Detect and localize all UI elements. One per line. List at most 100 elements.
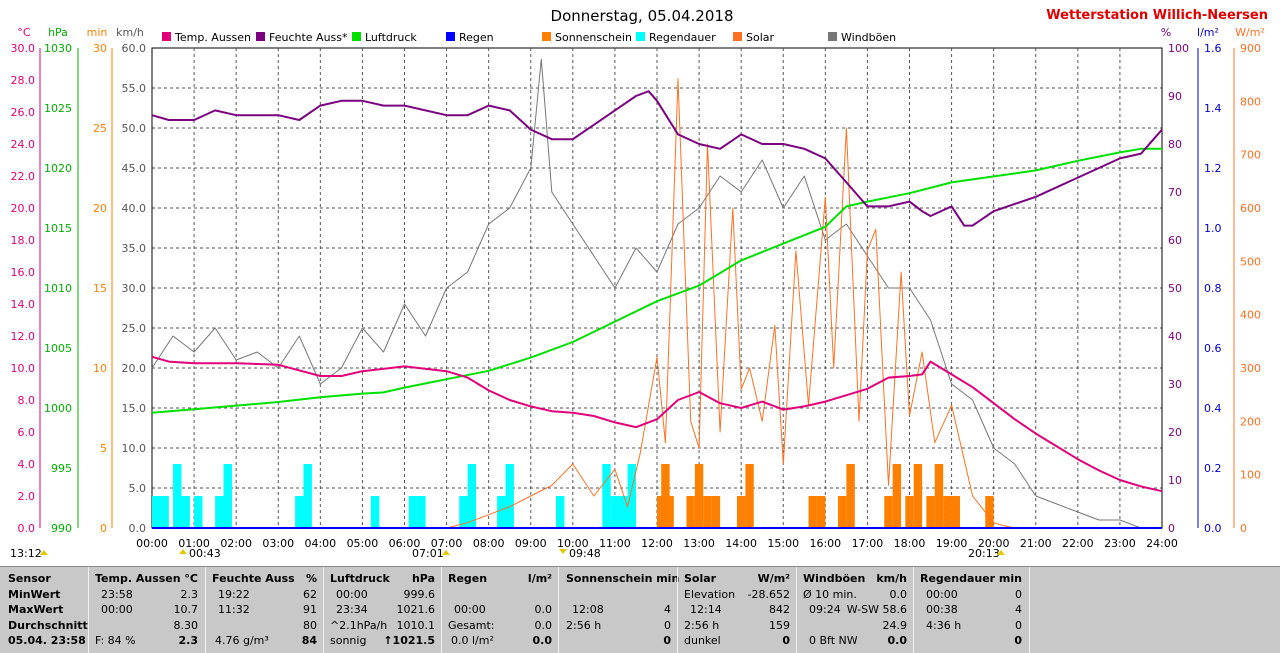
- regendauer-max-time: 00:38: [926, 603, 958, 616]
- x-tick-label: 18:00: [894, 537, 926, 550]
- bar-sonnenschein: [808, 496, 817, 528]
- regendauer-max-value: 4: [1015, 603, 1022, 616]
- chart-title: Donnerstag, 05.04.2018: [551, 7, 734, 25]
- sonne-current-value: 0: [663, 634, 671, 647]
- bar-regendauer: [408, 496, 418, 528]
- axis-unit-label: °C: [17, 26, 31, 39]
- solar-tick-label: 200: [1240, 415, 1261, 428]
- solar-duration: 2:56 h: [684, 618, 720, 632]
- x-tick-label: 09:00: [515, 537, 547, 550]
- x-tick-label: 00:00: [136, 537, 168, 550]
- solar-tick-label: 0: [1240, 522, 1247, 535]
- bar-regendauer: [173, 464, 182, 528]
- pressure-tick-label: 990: [51, 522, 72, 535]
- x-tick-label: 12:00: [641, 537, 673, 550]
- regendauer-header: Regendauer: [920, 572, 996, 585]
- temp-tick-label: 16.0: [11, 266, 36, 279]
- wind-avg10-label: Ø 10 min.: [803, 587, 857, 601]
- sonne-max-value: 4: [664, 603, 671, 616]
- legend-label: Temp. Aussen: [174, 31, 251, 44]
- sonnenschein-header: Sonnenschein min: [566, 572, 680, 585]
- luftdruck-max-time: 23:34: [336, 603, 368, 616]
- luftdruck-forecast: sonnig: [330, 634, 367, 647]
- maxwert-label: MaxWert: [8, 603, 64, 616]
- legend-swatch: [256, 32, 265, 41]
- temp-tick-label: 14.0: [11, 298, 36, 311]
- humidity-tick-label: 20: [1168, 426, 1182, 439]
- humidity-tick-label: 70: [1168, 186, 1182, 199]
- x-tick-label: 24:00: [1146, 537, 1178, 550]
- axis-unit-label: min: [87, 26, 108, 39]
- sensor-header: Sensor: [8, 572, 51, 585]
- regen-total-value: 0.0: [534, 618, 553, 632]
- wind-max-value: W-SW 58.6: [846, 603, 907, 616]
- rain-tick-label: 0.0: [1204, 522, 1222, 535]
- luftdruck-header: Luftdruck: [330, 572, 390, 585]
- solar-tick-label: 300: [1240, 362, 1261, 375]
- wind-tick-label: 5.0: [129, 482, 147, 495]
- temp-tick-label: 12.0: [11, 330, 36, 343]
- wind-avg-value: 24.9: [882, 618, 908, 632]
- feuchte-column: Feuchte Auss% 19:22 62 11:32 91 80 4.76 g/…: [212, 571, 317, 649]
- solar-current-value: 0: [782, 634, 790, 647]
- sonnenschein-column: Sonnenschein min 12:08 4 2:56 h 0 0: [566, 571, 679, 649]
- feuchte-current-value: 84: [301, 634, 317, 647]
- series-line-feuchte-auss-: [151, 90, 1163, 227]
- humidity-tick-label: 0: [1168, 522, 1175, 535]
- temp-min-value: 2.3: [180, 587, 199, 601]
- bar-regendauer: [627, 464, 636, 528]
- wind-tick-label: 35.0: [122, 242, 147, 255]
- temp-unit: °C: [184, 572, 198, 585]
- temp-tick-label: 4.0: [18, 458, 36, 471]
- bar-sonnenschein: [985, 496, 994, 528]
- bar-sonnenschein: [686, 496, 695, 528]
- temp-tick-label: 24.0: [11, 138, 36, 151]
- luftdruck-min-time: 00:00: [336, 587, 368, 601]
- solar-state: dunkel: [684, 634, 721, 647]
- regen-total-label: Gesamt:: [448, 618, 495, 632]
- bar-regendauer: [215, 496, 224, 528]
- pressure-tick-label: 995: [51, 462, 72, 475]
- legend-label: Luftdruck: [365, 31, 417, 44]
- axis-unit-label: hPa: [48, 26, 68, 39]
- bar-regendauer: [619, 496, 628, 528]
- feuchte-avg-value: 80: [303, 618, 317, 632]
- feuchte-current-note: 4.76 g/m³: [215, 634, 269, 647]
- luftdruck-avg-value: 1010.1: [396, 618, 436, 632]
- temp-tick-label: 18.0: [11, 234, 36, 247]
- windboeen-unit: km/h: [876, 572, 907, 585]
- legend-swatch: [733, 32, 742, 41]
- rain-tick-label: 0.4: [1204, 402, 1222, 415]
- solar-elevation-label: Elevation: [684, 587, 736, 601]
- luftdruck-trend: ^2.1hPa/h: [330, 618, 388, 632]
- regen-unit: l/m²: [527, 572, 552, 585]
- rain-tick-label: 0.6: [1204, 342, 1222, 355]
- bar-sonnenschein: [884, 496, 893, 528]
- minutes-tick-label: 10: [93, 362, 107, 375]
- legend-label: Regendauer: [649, 31, 716, 44]
- humidity-tick-label: 60: [1168, 234, 1182, 247]
- pressure-tick-label: 1000: [44, 402, 72, 415]
- pressure-tick-label: 1020: [44, 162, 72, 175]
- sunrise-label: 07:01: [412, 547, 444, 560]
- rain-tick-label: 1.4: [1204, 102, 1222, 115]
- temp-max-time: 00:00: [101, 603, 133, 616]
- wind-tick-label: 25.0: [122, 322, 147, 335]
- temp-current-note: F: 84 %: [95, 634, 136, 647]
- regendauer-min-time: 00:00: [926, 587, 958, 601]
- minutes-tick-label: 0: [100, 522, 107, 535]
- legend-label: Windböen: [841, 31, 896, 44]
- minutes-tick-label: 20: [93, 202, 107, 215]
- sonne-avg-value: 0: [664, 618, 671, 632]
- legend: Temp. Aussen Feuchte Auss* Luftdruck Regen S…: [162, 31, 896, 44]
- regen-current-value: 0.0: [532, 634, 553, 647]
- temp-column: Temp. Aussen °C 23:58 2.3 00:00 10.7 8.30 F…: [95, 571, 198, 649]
- regendauer-unit: min: [998, 572, 1022, 585]
- luftdruck-current-value: ↑1021.5: [383, 634, 435, 647]
- luftdruck-unit: hPa: [411, 572, 435, 585]
- bar-regendauer: [602, 464, 611, 528]
- solar-tick-label: 100: [1240, 469, 1261, 482]
- temp-max-value: 10.7: [173, 603, 199, 616]
- series-line-windb-en: [151, 58, 1162, 529]
- bar-sonnenschein: [926, 496, 935, 528]
